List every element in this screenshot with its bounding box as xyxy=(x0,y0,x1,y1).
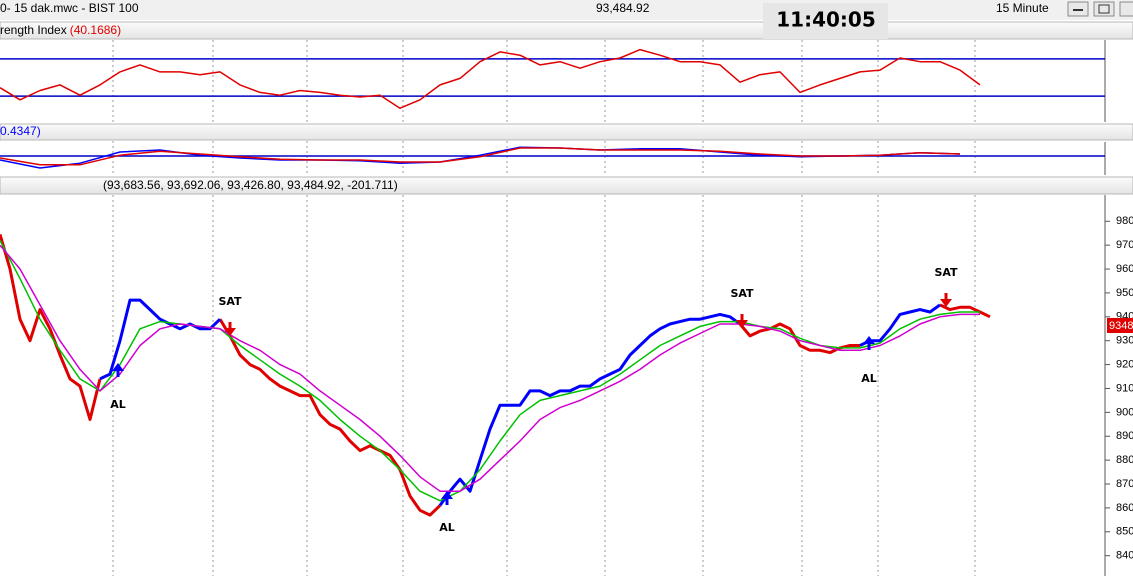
signal-arrow-head xyxy=(112,363,124,371)
series-line xyxy=(0,146,961,169)
y-tick-label: 920 xyxy=(1116,358,1133,370)
y-tick-label: 980 xyxy=(1116,215,1133,227)
pane-0 xyxy=(0,40,1105,122)
price-header xyxy=(0,176,1133,195)
series-line xyxy=(438,312,741,507)
maximize-icon xyxy=(1098,4,1110,14)
maximize-button[interactable] xyxy=(1093,1,1115,17)
y-tick-label: 870 xyxy=(1116,478,1133,490)
last-value: 93,484.92 xyxy=(596,1,650,15)
series-line xyxy=(0,233,102,421)
signal-label: SAT xyxy=(218,295,242,308)
y-tick-label: 960 xyxy=(1116,263,1133,275)
y-tick-label: 880 xyxy=(1116,454,1133,466)
rsi-axis xyxy=(1105,40,1133,122)
series-line xyxy=(939,303,991,319)
signal-label: AL xyxy=(861,372,877,385)
y-tick-label: 900 xyxy=(1116,406,1133,418)
series-line xyxy=(859,303,941,347)
series-line xyxy=(0,244,980,492)
signal-arrow-head xyxy=(441,491,453,499)
pane-2 xyxy=(0,195,991,576)
series-line xyxy=(0,48,981,109)
rsi-title: rength Index (40.1686) xyxy=(0,23,121,37)
series-line xyxy=(218,318,442,517)
signal-label: SAT xyxy=(934,266,958,279)
signal-arrow-head xyxy=(224,328,236,336)
signal-label: AL xyxy=(439,521,455,534)
y-tick-label: 860 xyxy=(1116,502,1133,514)
plot-layer: 9809709609509409309209109008908808708608… xyxy=(0,40,1133,576)
clock-box xyxy=(763,3,888,39)
rsi-value: (40.1686) xyxy=(70,23,121,37)
price-title: (93,683.56, 93,692.06, 93,426.80, 93,484… xyxy=(103,178,398,192)
pane-1 xyxy=(0,141,1105,175)
last-price-label: 9348 xyxy=(1109,320,1133,332)
signal-arrow-head xyxy=(863,336,875,344)
series-line xyxy=(99,298,222,381)
signal-label: AL xyxy=(110,398,126,411)
close-button[interactable] xyxy=(1119,1,1133,17)
window-title: 0- 15 dak.mwc - BIST 100 xyxy=(0,1,139,15)
macd-value: 0.4347) xyxy=(0,124,41,138)
signal-label: SAT xyxy=(730,287,754,300)
y-tick-label: 850 xyxy=(1116,526,1133,538)
signal-arrow-head xyxy=(736,320,748,328)
y-tick-label: 890 xyxy=(1116,430,1133,442)
title-bar xyxy=(0,0,1133,20)
series-line xyxy=(0,147,961,166)
y-tick-label: 930 xyxy=(1116,335,1133,347)
y-tick-label: 950 xyxy=(1116,287,1133,299)
y-tick-label: 840 xyxy=(1116,550,1133,562)
clock: 11:40:05 xyxy=(776,8,876,32)
signal-arrow-head xyxy=(940,299,952,307)
interval: 15 Minute xyxy=(996,1,1049,15)
y-tick-label: 970 xyxy=(1116,239,1133,251)
y-tick-label: 910 xyxy=(1116,382,1133,394)
series-line xyxy=(0,240,980,502)
rsi-name: rength Index xyxy=(0,23,67,37)
macd-header xyxy=(0,123,1133,141)
rsi-header xyxy=(0,21,1133,40)
last-price-box xyxy=(1107,318,1133,333)
